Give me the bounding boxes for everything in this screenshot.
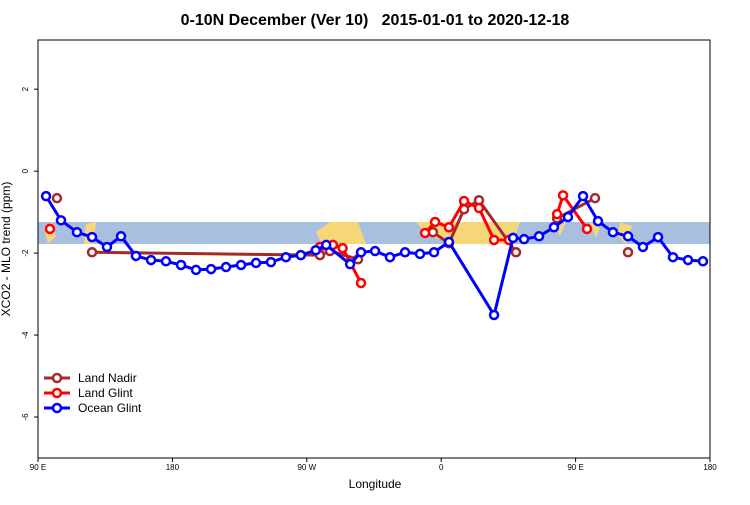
point bbox=[71, 226, 83, 238]
y-tick-label: -6 bbox=[21, 413, 30, 421]
point bbox=[344, 258, 356, 270]
y-axis-label: XCO2 - MLO trend (ppm) bbox=[0, 182, 13, 317]
x-tick-label: 90 W bbox=[297, 463, 316, 472]
point bbox=[667, 251, 679, 263]
legend-marker bbox=[51, 387, 63, 399]
point bbox=[220, 261, 232, 273]
point bbox=[399, 247, 411, 258]
point bbox=[40, 190, 52, 202]
point bbox=[414, 248, 426, 260]
point bbox=[577, 190, 589, 202]
x-tick-label: 180 bbox=[166, 463, 180, 472]
point bbox=[280, 251, 292, 263]
point bbox=[86, 247, 98, 258]
point bbox=[130, 250, 142, 262]
y-tick-label: 2 bbox=[21, 86, 30, 91]
point bbox=[384, 251, 396, 263]
point bbox=[160, 256, 172, 267]
point bbox=[488, 234, 500, 246]
point bbox=[562, 211, 574, 223]
y-tick-label: -4 bbox=[21, 331, 30, 339]
point bbox=[295, 249, 307, 261]
point bbox=[510, 247, 522, 258]
point bbox=[55, 215, 67, 226]
point bbox=[44, 223, 56, 235]
point bbox=[429, 216, 441, 228]
point bbox=[637, 241, 649, 253]
point bbox=[320, 239, 332, 251]
point bbox=[507, 232, 519, 244]
point bbox=[548, 222, 560, 233]
x-axis-label: Longitude bbox=[349, 477, 402, 491]
point bbox=[250, 257, 262, 269]
legend-label: Land Glint bbox=[78, 386, 133, 400]
land bbox=[316, 222, 366, 244]
point bbox=[235, 259, 247, 271]
series-group bbox=[40, 190, 709, 321]
plot-frame bbox=[37, 39, 711, 459]
point bbox=[592, 215, 604, 227]
point bbox=[488, 309, 500, 321]
point bbox=[369, 245, 381, 257]
point bbox=[175, 259, 187, 271]
y-tick-label: -2 bbox=[21, 249, 30, 257]
y-tick-label: 0 bbox=[21, 168, 30, 173]
point bbox=[443, 222, 455, 233]
point bbox=[518, 233, 530, 245]
point bbox=[581, 223, 593, 235]
point bbox=[86, 231, 98, 243]
x-tick-label: 180 bbox=[703, 463, 717, 472]
point bbox=[622, 231, 634, 242]
x-tick-label: 90 E bbox=[30, 463, 46, 472]
point bbox=[428, 247, 440, 258]
point bbox=[51, 192, 63, 204]
point bbox=[115, 231, 127, 242]
point bbox=[589, 192, 601, 204]
legend-label: Land Nadir bbox=[78, 371, 137, 385]
legend-marker bbox=[51, 402, 63, 414]
point bbox=[190, 264, 202, 276]
point bbox=[622, 247, 634, 258]
land bbox=[590, 222, 600, 238]
point bbox=[443, 236, 455, 248]
point bbox=[682, 254, 694, 266]
point bbox=[652, 231, 664, 243]
point bbox=[337, 242, 348, 254]
point bbox=[145, 254, 157, 266]
point bbox=[458, 195, 470, 207]
chart-title: 0-10N December (Ver 10) 2015-01-01 to 20… bbox=[181, 12, 570, 29]
point bbox=[265, 256, 277, 268]
point bbox=[697, 256, 709, 267]
point bbox=[205, 263, 217, 275]
x-tick-label: 90 E bbox=[567, 463, 583, 472]
point bbox=[419, 227, 431, 239]
point bbox=[101, 241, 113, 253]
point bbox=[355, 277, 367, 289]
legend-marker bbox=[51, 372, 63, 384]
point bbox=[551, 208, 563, 220]
x-tick-label: 0 bbox=[439, 463, 444, 472]
point bbox=[557, 190, 569, 201]
point bbox=[533, 231, 545, 242]
point bbox=[355, 247, 367, 258]
point bbox=[473, 202, 485, 214]
legend-label: Ocean Glint bbox=[78, 401, 142, 415]
point bbox=[310, 244, 322, 256]
point bbox=[607, 226, 619, 238]
